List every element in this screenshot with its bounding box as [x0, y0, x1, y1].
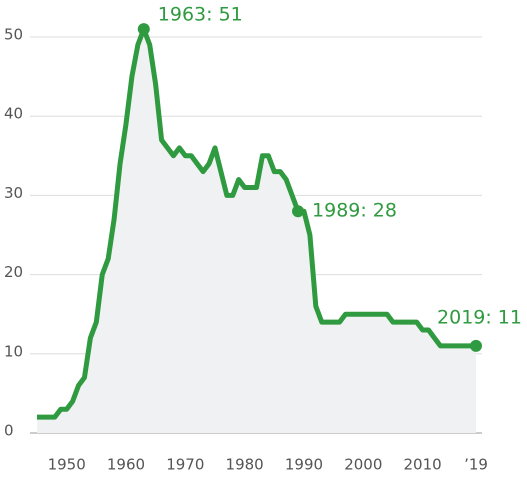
annotation-marker [292, 205, 305, 218]
x-tick-label: 1950 [48, 456, 86, 474]
x-tick-label: 1980 [226, 456, 264, 474]
area [37, 29, 476, 434]
x-tick-label: 1960 [107, 456, 145, 474]
x-tick-label: 2000 [344, 456, 382, 474]
y-tick-label: 30 [4, 184, 23, 202]
y-tick-label: 10 [4, 342, 23, 360]
y-tick-label: 20 [4, 263, 23, 281]
x-tick-label: ’19 [464, 456, 488, 474]
y-tick-label: 40 [4, 105, 23, 123]
x-tick-label: 1990 [285, 456, 323, 474]
y-tick-label: 50 [4, 26, 23, 44]
x-tick-label: 1970 [166, 456, 204, 474]
annotation-label: 1989: 28 [312, 200, 397, 222]
annotation-marker [470, 339, 482, 352]
x-tick-label: 2010 [404, 456, 442, 474]
line [37, 26, 476, 420]
annotation-label: 2019: 11 [437, 306, 522, 328]
annotation-marker [137, 23, 150, 36]
annotation-label: 1963: 51 [158, 4, 243, 26]
y-tick-label: 0 [4, 422, 14, 440]
